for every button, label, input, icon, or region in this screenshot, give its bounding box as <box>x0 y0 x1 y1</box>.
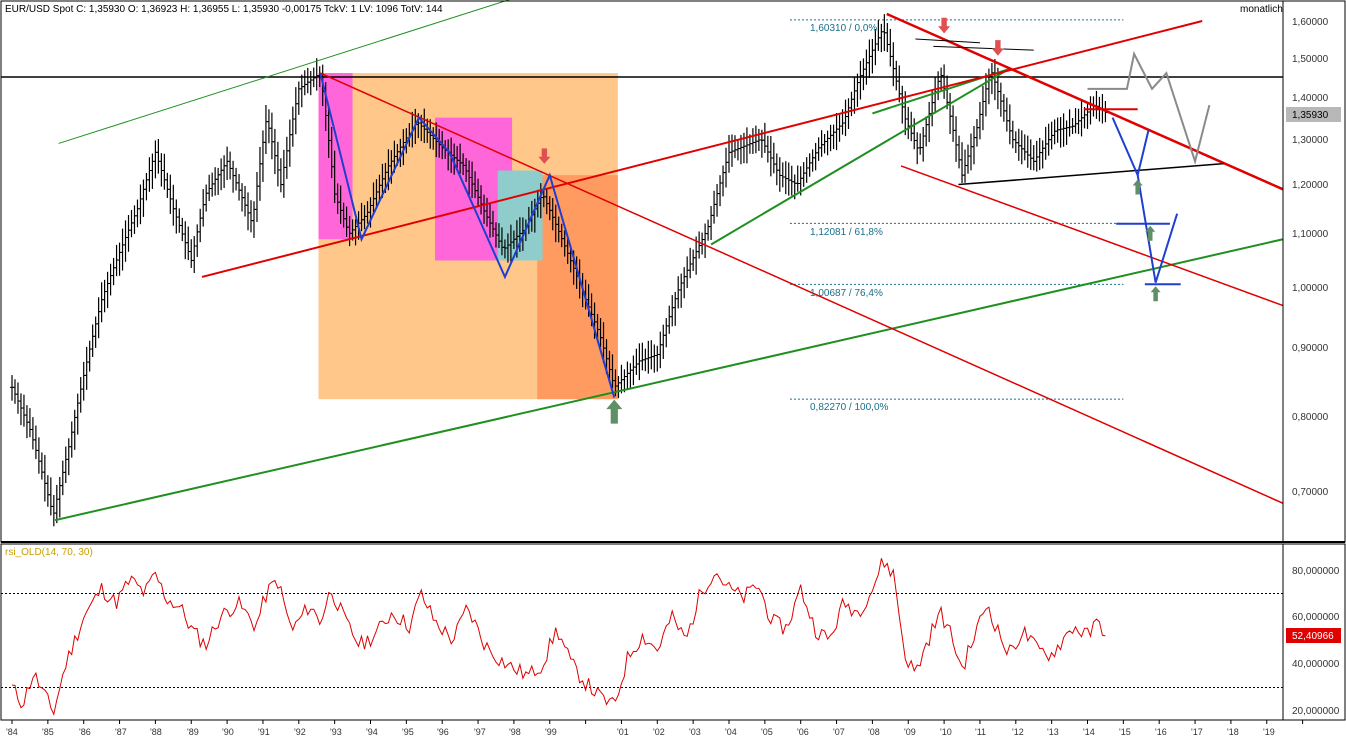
x-tick: '09 <box>904 727 916 737</box>
blue-projection-2 <box>1136 174 1179 283</box>
signal-arrows <box>538 17 1161 424</box>
top-short-line-2 <box>915 38 980 44</box>
x-tick: '18 <box>1227 727 1239 737</box>
price-y-tick: 1,00000 <box>1292 283 1329 294</box>
rsi-y-tick: 80,000000 <box>1292 566 1340 577</box>
uptrend-green <box>710 68 1010 246</box>
x-tick: '84 <box>6 727 18 737</box>
x-tick: '95 <box>402 727 414 737</box>
x-tick: '89 <box>187 727 199 737</box>
upper-channel-green <box>58 0 510 144</box>
x-tick: '85 <box>42 727 54 737</box>
rsi-y-tick: 60,000000 <box>1292 612 1340 623</box>
price-y-ticks: 1,60000 1,50000 1,40000 1,30000 1,20000 … <box>1292 17 1329 498</box>
x-tick: '86 <box>79 727 91 737</box>
price-y-tick: 1,20000 <box>1292 180 1329 191</box>
rsi-pane <box>1 558 1304 724</box>
x-tick: '05 <box>761 727 773 737</box>
header-info: EUR/USD Spot C: 1,35930 O: 1,36923 H: 1,… <box>5 4 443 15</box>
price-y-tick: 0,80000 <box>1292 412 1329 423</box>
x-tick: '01 <box>617 727 629 737</box>
x-tick: '98 <box>509 727 521 737</box>
header-period: monatlich <box>1240 4 1283 15</box>
up-arrow <box>1150 286 1161 302</box>
x-tick: '16 <box>1155 727 1167 737</box>
x-tick: '07 <box>833 727 845 737</box>
price-y-tick: 1,50000 <box>1292 54 1329 65</box>
price-y-tick: 1,60000 <box>1292 17 1329 28</box>
fib-label-100: 0,82270 / 100,0% <box>810 402 889 413</box>
magenta-box-1 <box>318 73 353 240</box>
triangle-base <box>958 162 1224 186</box>
rsi-last-label: 52,40966 <box>1292 631 1334 642</box>
price-y-tick: 0,90000 <box>1292 343 1329 354</box>
x-tick: '15 <box>1119 727 1131 737</box>
downtrend-red-lower <box>900 165 1284 307</box>
last-price-badge <box>1286 107 1341 122</box>
x-tick: '94 <box>366 727 378 737</box>
fib-levels <box>1 19 1283 400</box>
trendlines <box>54 0 1284 522</box>
x-tick: '04 <box>725 727 737 737</box>
long-term-support <box>54 238 1284 522</box>
x-tick: '02 <box>653 727 665 737</box>
rising-red-line <box>201 20 1203 278</box>
x-tick: '14 <box>1083 727 1095 737</box>
x-tick: '93 <box>330 727 342 737</box>
x-tick: '08 <box>868 727 880 737</box>
x-tick: '88 <box>150 727 162 737</box>
price-y-tick: 1,10000 <box>1292 229 1329 240</box>
rsi-y-ticks: 80,000000 60,000000 40,000000 20,000000 <box>1292 566 1340 717</box>
grey-projection <box>1087 50 1211 165</box>
rsi-title: rsi_OLD(14, 70, 30) <box>5 547 93 558</box>
x-tick: '92 <box>294 727 306 737</box>
up-arrow <box>1145 225 1156 241</box>
rsi-line <box>11 558 1106 716</box>
price-y-tick: 1,40000 <box>1292 93 1329 104</box>
fib-label-764: 1,00687 / 76,4% <box>810 288 883 299</box>
rsi-y-tick: 20,000000 <box>1292 706 1340 717</box>
x-tick: '12 <box>1012 727 1024 737</box>
down-arrow <box>938 17 951 34</box>
x-tick: '03 <box>689 727 701 737</box>
price-y-tick: 1,30000 <box>1292 135 1329 146</box>
rsi-pane-frame <box>0 543 1346 721</box>
rsi-last-badge <box>1286 628 1341 643</box>
fib-label-618: 1,12081 / 61,8% <box>810 227 883 238</box>
x-tick: '19 <box>1263 727 1275 737</box>
price-bars <box>10 14 1108 527</box>
x-tick: '11 <box>975 727 986 737</box>
blue-zigzag-historic <box>319 72 616 398</box>
fib-label-0: 1,60310 / 0,0% <box>810 23 877 34</box>
x-tick: '99 <box>545 727 557 737</box>
x-tick: '13 <box>1047 727 1059 737</box>
down-arrow <box>538 148 551 164</box>
downtrend-red-long <box>320 72 1284 505</box>
x-tick: '10 <box>940 727 952 737</box>
x-tick: '90 <box>222 727 234 737</box>
down-arrow <box>991 40 1004 56</box>
x-axis-ticks: '84 '85 '86 '87 '88 '89 '90 '91 '92 '93 … <box>6 727 1275 737</box>
x-tick: '96 <box>437 727 449 737</box>
x-tick: '87 <box>115 727 127 737</box>
x-tick: '91 <box>258 727 270 737</box>
x-tick: '97 <box>474 727 486 737</box>
top-short-line <box>933 45 1034 51</box>
last-price-label: 1,35930 <box>1292 110 1329 121</box>
price-y-tick: 0,70000 <box>1292 487 1329 498</box>
x-tick: '17 <box>1191 727 1203 737</box>
up-arrow <box>1132 179 1143 195</box>
up-arrow <box>606 399 623 424</box>
rsi-y-tick: 40,000000 <box>1292 659 1340 670</box>
downtrend-red-upper <box>886 12 1284 191</box>
x-tick: '06 <box>797 727 809 737</box>
